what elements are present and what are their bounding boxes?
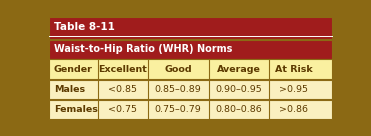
Bar: [49, 59, 332, 80]
Text: At Risk: At Risk: [275, 65, 312, 74]
Text: 0.85–0.89: 0.85–0.89: [155, 85, 201, 94]
Text: Table 8-11: Table 8-11: [54, 22, 115, 32]
Text: >0.95: >0.95: [279, 85, 308, 94]
Bar: [49, 40, 332, 59]
Text: Average: Average: [217, 65, 261, 74]
Text: >0.86: >0.86: [279, 105, 308, 114]
Bar: [49, 17, 332, 39]
Text: 0.75–0.79: 0.75–0.79: [155, 105, 201, 114]
Bar: [49, 80, 332, 99]
Text: <0.85: <0.85: [108, 85, 137, 94]
Bar: [49, 100, 332, 119]
Text: Good: Good: [164, 65, 192, 74]
Text: 0.80–0.86: 0.80–0.86: [216, 105, 262, 114]
Text: Excellent: Excellent: [99, 65, 147, 74]
Text: Gender: Gender: [54, 65, 93, 74]
Text: Waist-to-Hip Ratio (WHR) Norms: Waist-to-Hip Ratio (WHR) Norms: [54, 44, 233, 54]
Text: 0.90–0.95: 0.90–0.95: [216, 85, 262, 94]
Text: <0.75: <0.75: [108, 105, 137, 114]
Text: Males: Males: [54, 85, 85, 94]
Text: Females: Females: [54, 105, 98, 114]
